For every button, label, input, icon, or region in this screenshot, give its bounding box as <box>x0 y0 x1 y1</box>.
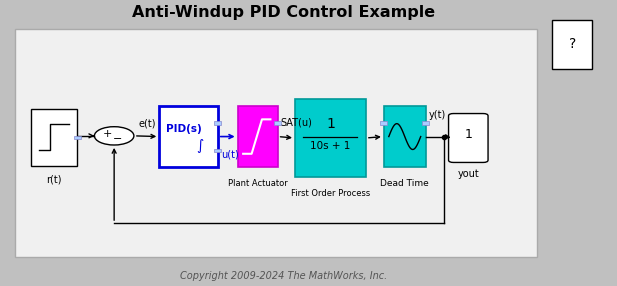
Text: ?: ? <box>569 37 576 51</box>
Text: 1: 1 <box>326 117 335 131</box>
Text: yout: yout <box>457 169 479 179</box>
FancyBboxPatch shape <box>238 106 278 167</box>
FancyBboxPatch shape <box>552 20 592 69</box>
FancyBboxPatch shape <box>15 29 537 257</box>
Text: ∫: ∫ <box>197 139 204 153</box>
FancyBboxPatch shape <box>159 106 218 167</box>
Text: Anti-Windup PID Control Example: Anti-Windup PID Control Example <box>132 5 436 20</box>
Text: −: − <box>112 134 122 144</box>
FancyBboxPatch shape <box>295 99 366 177</box>
FancyBboxPatch shape <box>384 106 426 167</box>
Text: PID(s): PID(s) <box>166 124 202 134</box>
Text: 10s + 1: 10s + 1 <box>310 141 350 151</box>
FancyBboxPatch shape <box>449 114 488 162</box>
Text: u(t): u(t) <box>221 149 239 159</box>
Circle shape <box>94 127 134 145</box>
FancyBboxPatch shape <box>422 122 429 125</box>
Text: Plant Actuator: Plant Actuator <box>228 179 288 188</box>
Text: Dead Time: Dead Time <box>380 179 429 188</box>
Text: 1: 1 <box>465 128 472 141</box>
FancyBboxPatch shape <box>215 148 221 152</box>
FancyBboxPatch shape <box>274 122 281 125</box>
Text: SAT(u): SAT(u) <box>281 118 313 128</box>
Text: r(t): r(t) <box>46 174 62 184</box>
FancyBboxPatch shape <box>74 136 80 139</box>
Text: e(t): e(t) <box>139 119 156 129</box>
FancyBboxPatch shape <box>215 122 221 125</box>
Text: y(t): y(t) <box>429 110 446 120</box>
Text: +: + <box>102 129 112 139</box>
FancyBboxPatch shape <box>31 109 77 166</box>
Text: Copyright 2009-2024 The MathWorks, Inc.: Copyright 2009-2024 The MathWorks, Inc. <box>180 271 387 281</box>
Text: First Order Process: First Order Process <box>291 189 370 198</box>
FancyBboxPatch shape <box>380 122 387 125</box>
